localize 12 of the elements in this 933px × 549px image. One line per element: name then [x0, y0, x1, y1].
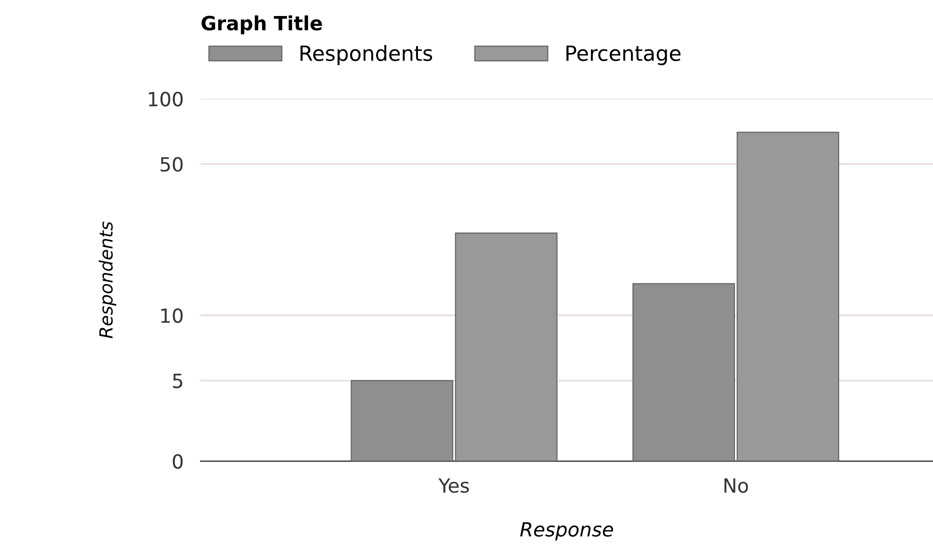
chart-title: Graph Title — [202, 15, 322, 34]
y-tick-label: 5 — [173, 374, 182, 388]
y-tick-label: 100 — [148, 92, 183, 106]
y-tick-label: 0 — [172, 454, 183, 469]
y-tick-label: 50 — [160, 156, 183, 172]
x-tick-label: No — [724, 478, 748, 493]
legend-label: Respondents — [300, 44, 432, 66]
y-axis-title: Respondents — [98, 222, 116, 338]
legend-label: Percentage — [566, 46, 680, 66]
x-tick-label: Yes — [438, 478, 469, 493]
y-tick-label: 10 — [161, 308, 183, 324]
x-axis-title: Response — [520, 522, 614, 540]
